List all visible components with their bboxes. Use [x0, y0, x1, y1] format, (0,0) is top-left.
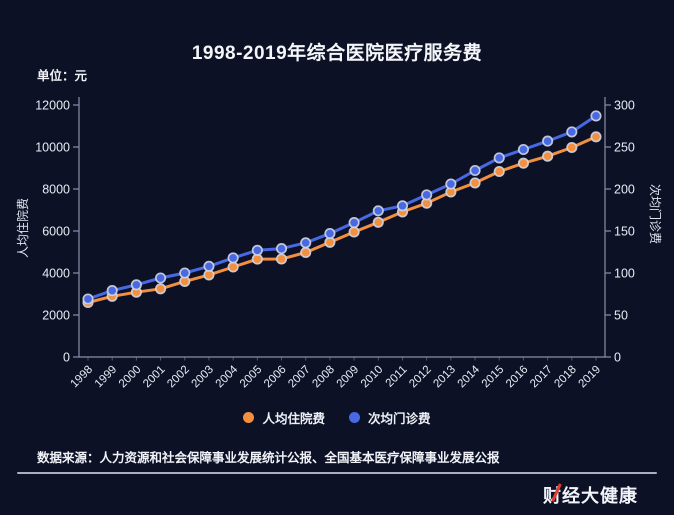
- y-axis-right-tick-label: 300: [614, 99, 635, 113]
- x-axis-tick-label: 2016: [504, 364, 531, 391]
- data-point: [203, 260, 215, 272]
- data-point: [300, 237, 312, 249]
- data-point: [421, 189, 433, 201]
- x-axis-tick-label: 2013: [431, 364, 458, 391]
- x-axis-tick-label: 2004: [214, 363, 241, 390]
- legend-item: 人均住院费: [243, 408, 325, 427]
- series-line-inpatient: [86, 135, 598, 304]
- x-axis-tick-label: 2003: [189, 364, 216, 391]
- y-axis-left-tick-label: 12000: [35, 99, 70, 113]
- x-axis-tick-label: 2017: [528, 364, 555, 391]
- source-note: 数据来源：人力资源和社会保障事业发展统计公报、全国基本医疗保障事业发展公报: [37, 451, 500, 465]
- x-axis-tick-label: 2002: [165, 364, 192, 391]
- x-axis-tick-label: 2006: [262, 364, 289, 391]
- x-axis-tick-label: 2019: [577, 364, 604, 391]
- data-point: [130, 279, 142, 291]
- x-axis-tick-label: 2008: [310, 364, 337, 391]
- legend-label: 次均门诊费: [368, 412, 431, 426]
- data-point: [445, 178, 457, 190]
- x-axis-tick-label: 2015: [480, 364, 507, 391]
- x-axis-tick-label: 2010: [359, 364, 386, 391]
- y-axis-left-tick-label: 6000: [42, 225, 70, 239]
- y-axis-right-tick-label: 250: [614, 141, 635, 155]
- x-axis-tick-label: 2005: [238, 364, 265, 391]
- data-point: [590, 131, 602, 143]
- x-axis-tick-label: 2001: [141, 364, 168, 391]
- data-point: [493, 165, 505, 178]
- data-point: [348, 226, 360, 238]
- legend-label: 人均住院费: [262, 412, 325, 426]
- y-axis-left-tick-label: 2000: [42, 309, 70, 323]
- data-point: [275, 253, 288, 265]
- y-axis-right-tick-label: 100: [614, 267, 635, 281]
- data-point: [179, 267, 191, 279]
- brand-logo: 财经大健康: [543, 482, 638, 508]
- y-axis-right-tick-label: 150: [614, 225, 635, 239]
- y-axis-right-tick-label: 200: [614, 183, 635, 197]
- data-point: [106, 285, 118, 297]
- data-point: [493, 152, 505, 164]
- x-axis-tick-label: 2012: [407, 364, 434, 391]
- data-point: [542, 135, 554, 147]
- data-point: [517, 157, 529, 169]
- y-axis-right-tick-label: 0: [614, 351, 621, 365]
- legend-item: 次均门诊费: [349, 408, 431, 427]
- y-axis-left-name: 人均住院费: [16, 198, 30, 258]
- brand-logo-text: 财经大健康: [543, 486, 638, 506]
- data-point: [469, 164, 481, 177]
- data-point: [82, 293, 94, 305]
- x-axis-tick-label: 1998: [69, 364, 96, 391]
- data-point: [542, 150, 554, 162]
- x-axis-tick-label: 2018: [552, 364, 579, 391]
- data-point: [566, 126, 578, 138]
- data-point: [396, 200, 409, 212]
- y-axis-right-name: 次均门诊费: [648, 184, 663, 244]
- series-line-outpatient: [86, 114, 598, 301]
- data-point: [155, 272, 167, 284]
- x-axis-tick-label: 1999: [93, 364, 120, 391]
- x-axis-tick-label: 2000: [117, 364, 144, 391]
- data-point: [469, 177, 481, 189]
- legend-dot-icon: [243, 412, 255, 423]
- data-point: [300, 246, 312, 259]
- y-axis-left-tick-label: 10000: [35, 141, 70, 155]
- data-point: [275, 243, 288, 255]
- x-axis-tick-label: 2014: [456, 363, 483, 390]
- data-point: [227, 261, 239, 273]
- data-point: [372, 216, 384, 228]
- y-axis-left-tick-label: 4000: [42, 267, 70, 281]
- data-point: [251, 244, 263, 256]
- y-axis-right-tick-label: 50: [614, 309, 628, 323]
- data-point: [590, 110, 602, 122]
- divider-line: [17, 472, 657, 474]
- data-point: [324, 227, 336, 240]
- x-axis-tick-label: 2007: [286, 364, 313, 391]
- x-axis-tick-label: 2011: [384, 364, 410, 390]
- data-point: [566, 141, 578, 154]
- unit-label: 单位：元: [37, 69, 88, 83]
- y-axis-left-tick-label: 0: [63, 351, 70, 365]
- y-axis-left-tick-label: 8000: [42, 183, 70, 197]
- data-point: [227, 252, 239, 264]
- legend-dot-icon: [349, 412, 360, 423]
- x-axis-tick-label: 2009: [335, 364, 362, 391]
- legend: 人均住院费 次均门诊费: [0, 408, 674, 427]
- data-point: [348, 217, 360, 229]
- data-point: [517, 143, 529, 156]
- data-point: [155, 283, 167, 295]
- chart-title: 1998-2019年综合医院医疗服务费: [191, 43, 483, 64]
- data-point: [372, 205, 384, 217]
